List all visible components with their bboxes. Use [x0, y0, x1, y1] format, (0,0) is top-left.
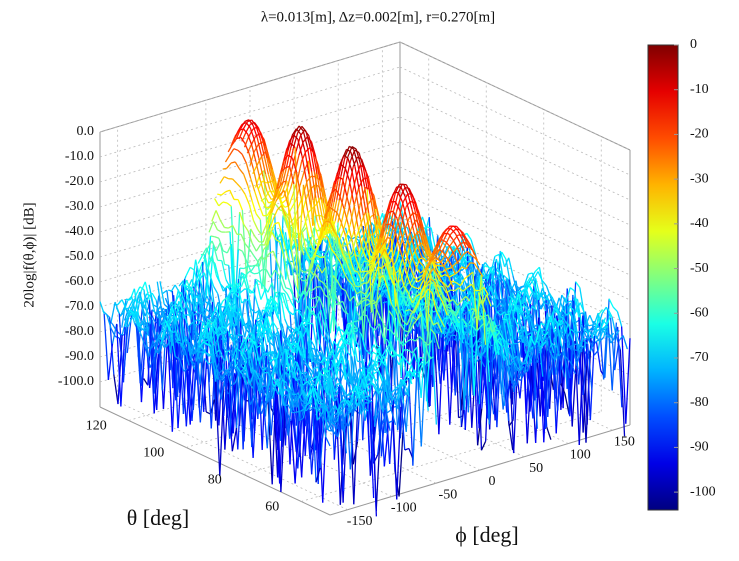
colorbar-tick-label: -50 [690, 261, 709, 276]
grid-line [399, 41, 631, 151]
z-tick-label: -50.0 [65, 249, 94, 264]
colorbar-tick-label: -90 [690, 440, 709, 455]
z-tick-label: -10.0 [65, 149, 94, 164]
colorbar-tick-label: -10 [690, 82, 709, 97]
grid-line [399, 166, 631, 276]
grid-line [399, 91, 631, 201]
grid-line [399, 266, 631, 376]
grid-line [99, 41, 401, 133]
y-axis-label: θ [deg] [127, 505, 189, 530]
grid-line [399, 216, 631, 326]
z-tick-label: -20.0 [65, 174, 94, 189]
colorbar-tick-label: -70 [690, 350, 709, 365]
z-tick-label: -60.0 [65, 274, 94, 289]
surface [99, 119, 631, 517]
grid-line [399, 66, 631, 176]
z-tick-label: -30.0 [65, 199, 94, 214]
z-tick-label: -90.0 [65, 349, 94, 364]
x-tick-label: 50 [529, 461, 543, 476]
grid-line [117, 401, 348, 511]
colorbar-tick-label: -60 [690, 305, 709, 320]
z-axis-label: 20log|f(θ,ϕ)| [dB] [21, 202, 37, 307]
x-tick-label: 0 [489, 474, 496, 489]
z-tick-label: -70.0 [65, 299, 94, 314]
x-tick-label: 100 [570, 448, 591, 463]
y-tick-label: 100 [143, 446, 164, 461]
colorbar-tick-label: -30 [690, 171, 709, 186]
y-tick-label: 60 [265, 500, 279, 515]
colorbar-tick-label: -100 [690, 484, 716, 499]
colorbar [647, 44, 679, 511]
grid-line [399, 191, 631, 301]
x-axis-label: ϕ [deg] [455, 522, 519, 547]
labels: 0.0 -10.0 -20.0 -30.0 -40.0 -50.0 -60.0 -70.0 -8… [58, 124, 635, 529]
z-tick-label: -40.0 [65, 224, 94, 239]
colorbar-tick-label: -20 [690, 127, 709, 142]
grid-line [399, 141, 631, 251]
x-tick-label: -150 [347, 514, 373, 529]
z-tick-label: 0.0 [77, 124, 95, 139]
x-tick-label: -100 [391, 501, 417, 516]
colorbar-tick-label: 0 [690, 37, 697, 52]
y-tick-label: 120 [86, 419, 107, 434]
grid-line [301, 411, 602, 502]
x-tick-label: 150 [614, 435, 635, 450]
colorbar-tick-label: -80 [690, 395, 709, 410]
box-edge [99, 406, 331, 516]
z-tick-label: -100.0 [58, 374, 94, 389]
grid-line [161, 388, 392, 497]
z-tick-label: -80.0 [65, 324, 94, 339]
grid-line [399, 116, 631, 226]
chart-title: λ=0.013[m], Δz=0.002[m], r=0.270[m] [261, 9, 495, 25]
x-tick-label: -50 [439, 487, 458, 502]
y-tick-label: 80 [208, 473, 222, 488]
colorbar-tick-label: -40 [690, 216, 709, 231]
